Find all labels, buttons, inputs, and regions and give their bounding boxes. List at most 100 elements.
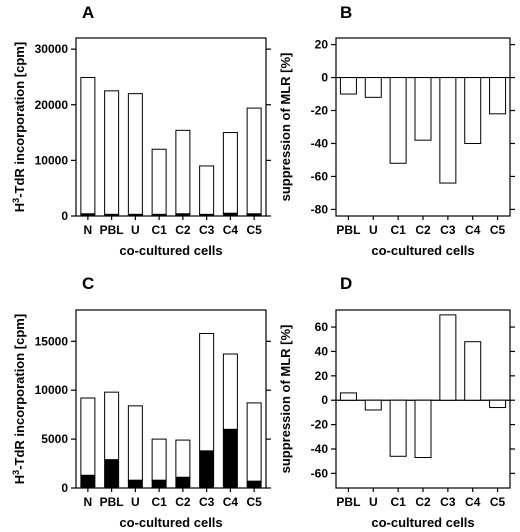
panel-a-x-tick-label: C5	[246, 223, 262, 237]
panel-d-x-tick-label: C4	[465, 495, 481, 509]
panel-a-bar-c3-upper	[199, 165, 215, 215]
panel-a-letter: A	[82, 3, 94, 22]
panel-d-y-tick-label: 40	[315, 344, 329, 358]
panel-b-x-tick-label: C3	[440, 223, 456, 237]
panel-d: D -60 -40 -20 0 20 40 60 PBL U C1 C2 C3 C4 C5 suppre…	[278, 274, 515, 530]
panel-c-x-tick-label: C4	[223, 495, 239, 509]
panel-d-bar-c3	[439, 314, 457, 401]
panel-a-y-axis-label: H3-TdR incorporation [cpm]	[11, 42, 27, 212]
panel-b-y-tick-label: -60	[311, 169, 329, 183]
panel-c-bar-c5-upper	[246, 402, 262, 482]
panel-c-bar-c1-upper	[151, 438, 167, 481]
panel-b-x-tick-label: C2	[415, 223, 431, 237]
panel-c-bar-c3-upper	[199, 332, 215, 452]
panel-a-bar-c5-upper	[246, 107, 262, 215]
panel-b-y-tick-label: -80	[311, 202, 329, 216]
panel-a-y-tick-label: 30000	[35, 42, 69, 56]
panel-d-y-tick-label: 0	[321, 393, 328, 407]
panel-b-y-tick-label: -40	[311, 136, 329, 150]
panel-d-x-tick-label: C1	[390, 495, 406, 509]
panel-a-x-ticks: N PBL U C1 C2 C3 C4 C5	[84, 216, 262, 237]
panel-d-letter: D	[340, 274, 352, 293]
panel-a-x-tick-label: N	[84, 223, 93, 237]
panel-c-letter: C	[82, 274, 94, 293]
panel-a: A 0 10000 20000 30000 N PBL U C1 C2 C3 C4 C5 H3-Td…	[11, 3, 271, 258]
panel-a-y-tick-label: 20000	[35, 98, 69, 112]
panel-d-x-axis-label: co-cultured cells	[371, 515, 474, 530]
panel-b-bar-c3	[439, 77, 457, 184]
panel-c-bar-u-lower	[127, 479, 143, 489]
panel-c-y-tick-label: 10000	[35, 383, 69, 397]
panel-d-y-tick-label: 20	[315, 369, 329, 383]
panel-b-bar-u	[364, 77, 382, 98]
panel-a-x-tick-label: C4	[223, 223, 239, 237]
panel-a-x-tick-label: U	[131, 223, 140, 237]
panel-d-x-tick-label: U	[369, 495, 378, 509]
panel-a-x-tick-label: PBL	[100, 223, 124, 237]
panel-c-x-tick-label: C5	[246, 495, 262, 509]
panel-a-bar-c1-upper	[151, 148, 167, 215]
panel-c-y-tick-label: 0	[61, 481, 68, 495]
panel-b-x-tick-label: C5	[490, 223, 506, 237]
panel-c-plot-frame	[75, 309, 267, 489]
panel-c-x-tick-label: C3	[199, 495, 215, 509]
panel-d-y-tick-label: -40	[311, 442, 329, 456]
panel-c-y-tick-label: 15000	[35, 334, 69, 348]
panel-c-bars	[80, 332, 262, 489]
panel-d-x-tick-label: C2	[415, 495, 431, 509]
panel-a-bars	[80, 76, 262, 217]
panel-a-y-ticks: 0 10000 20000 30000	[35, 42, 271, 223]
panel-c-bar-u-upper	[127, 405, 143, 481]
panel-b-bar-c2	[414, 77, 432, 141]
panel-c-bar-n-upper	[80, 397, 96, 476]
panel-a-x-tick-label: C1	[151, 223, 167, 237]
panel-d-y-tick-label: 60	[315, 320, 329, 334]
panel-b-y-axis-label: suppression of MLR [%]	[278, 53, 293, 202]
panel-d-bar-c5	[489, 399, 507, 409]
panel-c-bar-n-lower	[80, 474, 96, 489]
panel-b-y-ticks: -80 -60 -40 -20 0 20	[311, 38, 515, 216]
panel-c-bar-c3-lower	[199, 450, 215, 489]
panel-c-x-tick-label: C2	[175, 495, 191, 509]
panel-b-bar-c5	[489, 77, 507, 115]
panel-b-y-tick-label: 0	[321, 71, 328, 85]
panel-c-bar-c4-lower	[222, 428, 238, 489]
panel-d-x-tick-label: C3	[440, 495, 456, 509]
panel-c-bar-c2-upper	[175, 439, 191, 478]
panel-b-x-axis-label: co-cultured cells	[371, 243, 474, 258]
panel-a-x-tick-label: C2	[175, 223, 191, 237]
panel-a-bar-n-upper	[80, 76, 96, 215]
panel-a-plot-frame	[75, 37, 267, 217]
panel-c-x-tick-label: C1	[151, 495, 167, 509]
panel-a-y-label-text: -TdR incorporation [cpm]	[12, 42, 27, 198]
panel-a-x-tick-label: C3	[199, 223, 215, 237]
panel-b-bars	[336, 76, 510, 184]
panel-b-bar-pbl	[339, 77, 357, 95]
panel-b-bar-c1	[389, 77, 407, 164]
panel-d-bar-u	[364, 399, 382, 411]
panel-d-bar-c2	[414, 399, 432, 459]
panel-b-x-ticks: PBL U C1 C2 C3 C4 C5	[336, 216, 506, 237]
panel-d-bar-pbl	[339, 392, 357, 401]
panel-c-bar-pbl-upper	[104, 391, 120, 461]
panel-d-x-tick-label: C5	[490, 495, 506, 509]
panel-c-x-axis-label: co-cultured cells	[119, 515, 222, 530]
panel-a-bar-c4-upper	[222, 132, 238, 214]
panel-a-bar-u-upper	[127, 93, 143, 215]
panel-c-y-label-superscript: 3	[11, 470, 21, 475]
panel-c-y-label-text: -TdR incorporation [cpm]	[12, 314, 27, 470]
panel-c: C 0 5000 10000 15000 N PBL U C1 C2 C3 C4 C5 H3-TdR…	[11, 274, 271, 530]
panel-a-y-tick-label: 10000	[35, 153, 69, 167]
panel-c-x-tick-label: PBL	[100, 495, 124, 509]
panel-c-bar-c5-lower	[246, 480, 262, 489]
panel-c-x-ticks: N PBL U C1 C2 C3 C4 C5	[84, 488, 262, 509]
panel-c-bar-pbl-lower	[104, 459, 120, 489]
panel-d-x-tick-label: PBL	[336, 495, 360, 509]
panel-d-y-tick-label: -60	[311, 466, 329, 480]
panel-b-y-tick-label: 20	[315, 38, 329, 52]
panel-c-bar-c1-lower	[151, 479, 167, 489]
panel-c-y-tick-label: 5000	[41, 432, 68, 446]
panel-a-bar-c2-upper	[175, 129, 191, 215]
panel-d-bar-c4	[464, 341, 482, 401]
